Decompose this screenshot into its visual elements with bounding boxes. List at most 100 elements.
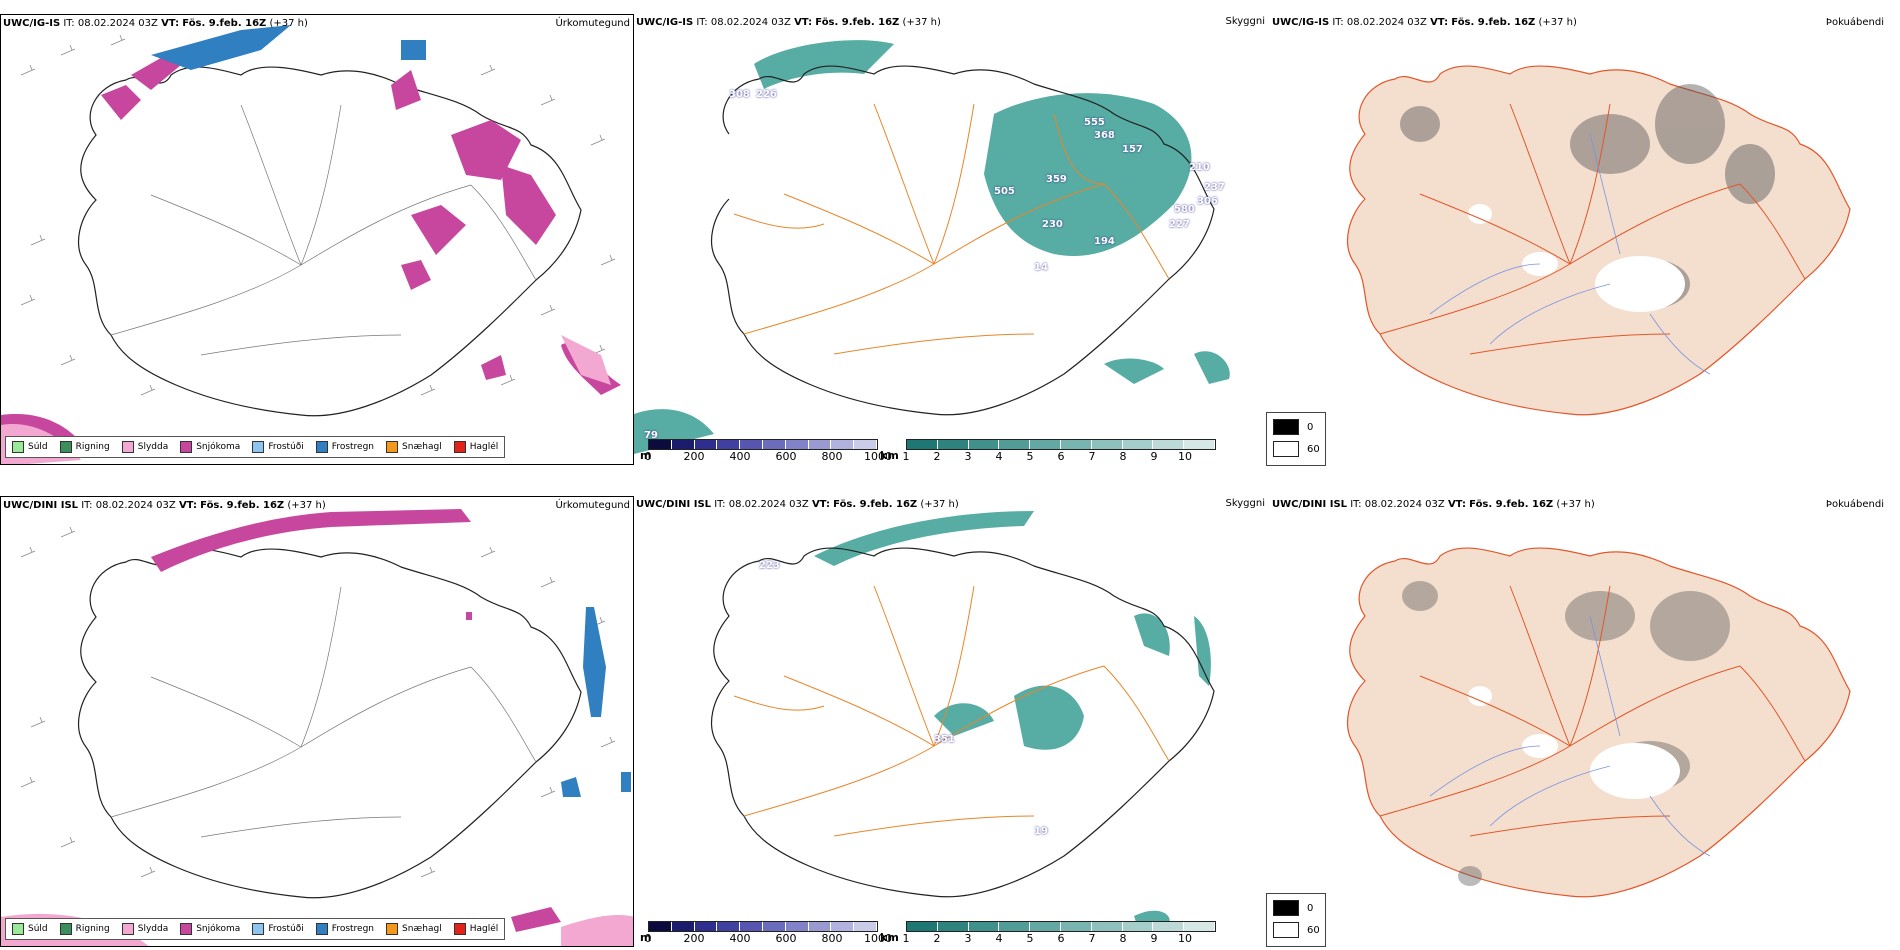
- colorbar-tick: 1: [902, 932, 910, 945]
- precip-legend: Súld Rigning Slydda Snjókoma Frostúði Frostre…: [5, 918, 506, 940]
- visibility-map: [634, 40, 1230, 454]
- colorbar-cell: [907, 440, 938, 449]
- colorbar-tick: 8: [1119, 932, 1127, 945]
- colorbar-cell: [808, 922, 832, 931]
- colorbar-cell: [671, 440, 695, 449]
- legend-item: Haglél: [453, 441, 499, 453]
- colorbar-cell: [649, 440, 672, 449]
- visibility-panel-row2: UWC/DINI ISL IT: 08.02.2024 03Z VT: Fös.…: [634, 496, 1270, 947]
- colorbar-cell: [831, 922, 855, 931]
- colorbar-tick: 3: [964, 932, 972, 945]
- legend-label: Snæhagl: [402, 442, 442, 452]
- legend-item: Slydda: [121, 441, 169, 453]
- legend-swatch: [180, 923, 193, 935]
- legend-label: Snæhagl: [402, 924, 442, 934]
- colorbar-cell: [717, 922, 741, 931]
- colorbar-cell: [1153, 440, 1185, 449]
- legend-swatch: [12, 441, 24, 453]
- colorbar-tick: 2: [933, 450, 941, 463]
- frostregn-areas: [561, 607, 631, 797]
- colorbar-cell: [999, 440, 1031, 449]
- colorbar-cell: [1184, 440, 1215, 449]
- colorbar-tick: 8: [1119, 450, 1127, 463]
- colorbar-cell: [762, 922, 786, 931]
- colorbar-cell: [808, 440, 832, 449]
- legend-swatch: [59, 441, 72, 453]
- colorbar-tick: 600: [775, 450, 797, 463]
- colorbar-tick: 400: [729, 450, 751, 463]
- colorbar-cell: [831, 440, 855, 449]
- colorbar-tick: 1000: [864, 932, 892, 945]
- visibility-panel-row1: UWC/IG-IS IT: 08.02.2024 03Z VT: Fös. 9.…: [634, 14, 1270, 465]
- colorbar-tick: 800: [821, 932, 843, 945]
- roads-network: [1379, 103, 1806, 355]
- colorbar-tick: 1000: [864, 450, 892, 463]
- colorbar-cell: [968, 922, 1000, 931]
- station-label: 237: [1204, 182, 1225, 193]
- legend-swatch: [453, 441, 466, 453]
- colorbar-tick: 200: [683, 450, 705, 463]
- low-visibility-areas: [634, 40, 1230, 454]
- station-label: 227: [1169, 219, 1190, 230]
- station-label: 580: [1174, 204, 1195, 215]
- legend-item: Snjókoma: [180, 923, 240, 935]
- legend-item: Súld: [12, 441, 48, 453]
- visibility-m-colorbar: 0 200 400 600 800 1000 m: [640, 921, 892, 945]
- panel-title: Úrkomutegund: [555, 18, 630, 29]
- colorbar-cell: [694, 440, 718, 449]
- colorbar-tick: 3: [964, 450, 972, 463]
- station-label: 230: [1042, 219, 1063, 230]
- legend-swatch: [386, 441, 399, 453]
- colorbar-cell: [740, 922, 763, 931]
- panel-title: Þokuábendi: [1825, 499, 1884, 510]
- snow-areas: [151, 509, 561, 932]
- colorbar-cell: [907, 922, 938, 931]
- legend-swatch: [59, 923, 72, 935]
- colorbar-cell: [1091, 922, 1123, 931]
- frostregn-areas: [151, 25, 426, 70]
- iceland-outline: [77, 548, 582, 899]
- precip-legend: Súld Rigning Slydda Snjókoma Frostúði Frostre…: [5, 436, 506, 458]
- colorbar-cell: [785, 440, 809, 449]
- colorbar-tick: 9: [1150, 932, 1158, 945]
- visibility-map: [710, 511, 1215, 931]
- colorbar-tick: 10: [1178, 450, 1192, 463]
- legend-label: Frostúði: [268, 924, 304, 934]
- panel-header: UWC/IG-IS IT: 08.02.2024 03Z VT: Fös. 9.…: [3, 18, 308, 29]
- colorbar-cell: [937, 922, 969, 931]
- colorbar-tick: 4: [995, 450, 1003, 463]
- legend-swatch: [453, 923, 466, 935]
- colorbar-cell: [1122, 922, 1154, 931]
- colorbar-tick: 2: [933, 932, 941, 945]
- legend-label: Haglél: [469, 442, 499, 452]
- panel-title: Úrkomutegund: [555, 500, 630, 511]
- colorbar-tick: 200: [683, 932, 705, 945]
- colorbar-cell: [999, 922, 1031, 931]
- colorbar-cell: [1060, 440, 1092, 449]
- precip-type-panel-row1: UWC/IG-IS IT: 08.02.2024 03Z VT: Fös. 9.…: [0, 14, 634, 465]
- roads-network: [733, 103, 1170, 355]
- colorbar-tick: 5: [1026, 932, 1034, 945]
- colorbar-cell: [694, 922, 718, 931]
- panel-header: UWC/IG-IS IT: 08.02.2024 03Z VT: Fös. 9.…: [636, 17, 941, 28]
- colorbar-tick: 0: [644, 450, 652, 463]
- station-label: 351: [934, 734, 955, 745]
- iceland-outline: [77, 66, 582, 417]
- panel-header: UWC/DINI ISL IT: 08.02.2024 03Z VT: Fös.…: [636, 499, 959, 510]
- colorbar-tick: 600: [775, 932, 797, 945]
- colorbar-cell: [1060, 922, 1092, 931]
- legend-swatch: [121, 441, 134, 453]
- legend-label: Frostúði: [268, 442, 304, 452]
- legend-label: Slydda: [137, 442, 169, 452]
- panel-title: Skyggni: [1225, 16, 1265, 27]
- station-label: 157: [1122, 144, 1143, 155]
- legend-label: Frostregn: [331, 442, 375, 452]
- legend-swatch: [252, 441, 265, 453]
- panel-header: UWC/DINI ISL IT: 08.02.2024 03Z VT: Fös.…: [3, 500, 326, 511]
- legend-item: Haglél: [453, 923, 499, 935]
- fog-index-legend-row2: 0 60: [1266, 893, 1326, 947]
- legend-label: Haglél: [469, 924, 499, 934]
- station-label: 555: [1084, 117, 1105, 128]
- legend-label: Súld: [28, 442, 48, 452]
- legend-item: Snæhagl: [386, 923, 442, 935]
